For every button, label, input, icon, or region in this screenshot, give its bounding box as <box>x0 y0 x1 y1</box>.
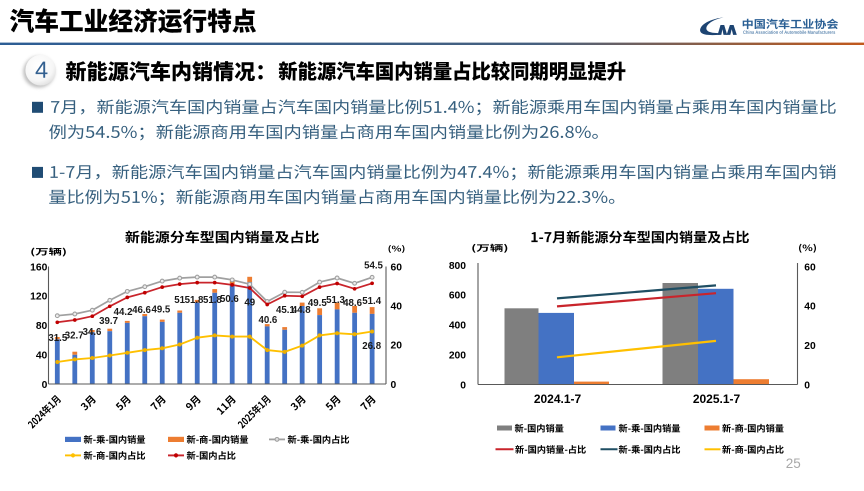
svg-text:40.6: 40.6 <box>258 315 277 326</box>
svg-text:51.8: 51.8 <box>203 295 222 306</box>
svg-text:44.8: 44.8 <box>292 305 311 316</box>
svg-text:49.5: 49.5 <box>308 298 327 309</box>
svg-text:39.7: 39.7 <box>99 316 118 327</box>
svg-text:40: 40 <box>36 350 48 361</box>
svg-text:51.4: 51.4 <box>362 296 381 307</box>
svg-text:48.6: 48.6 <box>343 298 362 309</box>
svg-text:0: 0 <box>391 380 397 391</box>
svg-text:200: 200 <box>449 350 466 361</box>
svg-text:34.6: 34.6 <box>83 327 102 338</box>
svg-text:0: 0 <box>460 380 466 391</box>
svg-text:51.8: 51.8 <box>185 295 204 306</box>
svg-text:40: 40 <box>804 302 816 313</box>
svg-text:0: 0 <box>804 380 810 391</box>
svg-text:54.5: 54.5 <box>364 261 383 272</box>
svg-text:120: 120 <box>30 292 47 303</box>
svg-text:44.2: 44.2 <box>114 307 133 318</box>
svg-text:49.5: 49.5 <box>151 304 170 315</box>
svg-text:800: 800 <box>449 261 466 272</box>
svg-text:26.8: 26.8 <box>362 341 381 352</box>
svg-text:49: 49 <box>244 298 255 309</box>
svg-text:60: 60 <box>391 262 403 273</box>
svg-text:60: 60 <box>804 262 816 273</box>
svg-text:31.5: 31.5 <box>48 333 67 344</box>
svg-text:20: 20 <box>391 341 403 352</box>
svg-text:46.6: 46.6 <box>132 305 151 316</box>
svg-text:51.3: 51.3 <box>326 295 345 306</box>
svg-text:600: 600 <box>449 291 466 302</box>
svg-text:50.6: 50.6 <box>220 294 239 305</box>
svg-text:2025.1-7: 2025.1-7 <box>693 392 741 406</box>
svg-text:80: 80 <box>36 321 48 332</box>
svg-text:25: 25 <box>786 456 801 471</box>
svg-text:20: 20 <box>804 341 816 352</box>
svg-text:0: 0 <box>42 380 48 391</box>
svg-text:2024.1-7: 2024.1-7 <box>534 392 582 406</box>
svg-text:45.1: 45.1 <box>276 305 295 316</box>
svg-text:32.7: 32.7 <box>65 330 84 341</box>
svg-text:160: 160 <box>30 262 47 273</box>
svg-text:51: 51 <box>174 295 185 306</box>
svg-text:40: 40 <box>391 302 403 313</box>
svg-text:400: 400 <box>449 321 466 332</box>
